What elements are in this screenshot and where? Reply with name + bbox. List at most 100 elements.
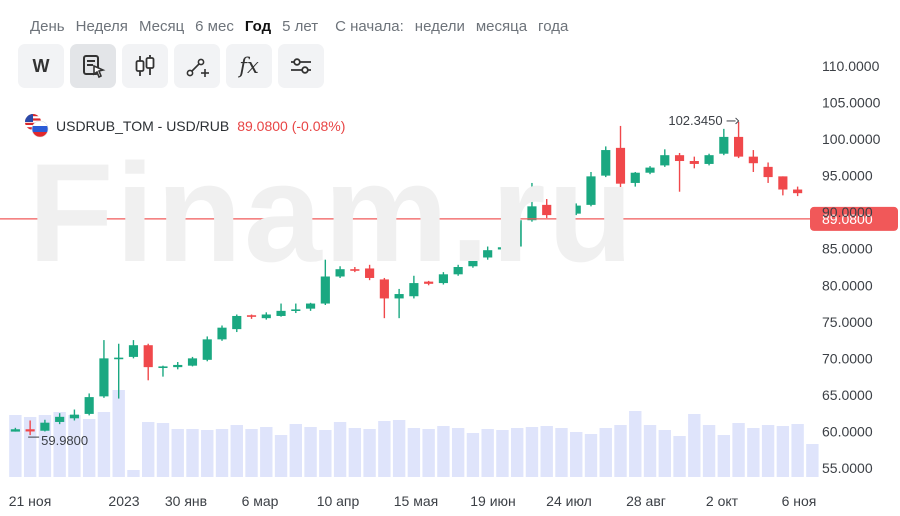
volume-bar (791, 424, 804, 477)
volume-bar (260, 427, 273, 477)
candle-body (453, 267, 463, 275)
candle (689, 156, 699, 169)
candles (10, 121, 803, 436)
candle (84, 393, 94, 416)
period-week[interactable]: Неделя (75, 18, 128, 35)
candle (246, 314, 257, 319)
volume-bar (156, 423, 170, 477)
volume-bar (629, 411, 642, 477)
w-toggle-button[interactable]: W (18, 44, 64, 88)
settings-button[interactable] (278, 44, 324, 88)
period-year[interactable]: Год (244, 18, 272, 35)
candle (438, 272, 448, 285)
volume-bar (363, 429, 376, 477)
period-month[interactable]: Месяц (138, 18, 185, 35)
candle (674, 152, 685, 192)
candle (409, 275, 419, 299)
volume-bar (407, 428, 421, 477)
candle-body (497, 247, 508, 250)
since-month[interactable]: месяца (475, 18, 528, 35)
candle-body (468, 257, 478, 267)
max-arrow-head (735, 117, 740, 125)
candle-body (512, 220, 522, 247)
candle-body (394, 294, 404, 299)
candle-body (630, 172, 640, 183)
x-tick-label: 28 авг (626, 493, 666, 509)
volume-bar (584, 434, 598, 477)
candle (453, 264, 463, 276)
volume-bar (481, 429, 494, 477)
x-tick-label: 2023 (108, 493, 139, 509)
candle (719, 128, 729, 156)
instrument-legend: USDRUB_TOM - USD/RUB 89.0800 (-0.08%) (24, 113, 345, 139)
y-tick-label: 55.0000 (822, 460, 873, 476)
candle-body (379, 279, 389, 299)
drawing-tool-button[interactable] (70, 44, 116, 88)
candle-body (409, 283, 419, 297)
y-axis: 110.0000 105.0000 100.0000 95.0000 90.0000 85… (822, 58, 881, 476)
x-tick-label: 21 ноя (9, 493, 52, 509)
period-day[interactable]: День (30, 18, 65, 35)
candle (25, 420, 35, 436)
candle-body (778, 176, 788, 190)
since-year[interactable]: года (538, 18, 569, 35)
candle (793, 186, 803, 197)
candle (468, 254, 478, 268)
y-tick-label: 95.0000 (822, 168, 873, 184)
candle (202, 336, 212, 362)
candle-body (128, 345, 139, 357)
function-icon: fx (239, 54, 259, 78)
candle (350, 267, 360, 273)
volume-bar (23, 417, 37, 477)
since-week[interactable]: недели (414, 18, 465, 35)
candle (114, 343, 124, 399)
candle (276, 303, 286, 317)
candle (394, 288, 404, 319)
volume-bar (673, 436, 686, 477)
candle-body (571, 205, 581, 214)
volume-bar (555, 428, 568, 477)
candle-body (217, 327, 227, 340)
volume-bar (422, 429, 435, 477)
candle-body (246, 315, 257, 317)
candle-body (69, 414, 79, 419)
candle (291, 303, 301, 314)
volume-bar (142, 422, 155, 477)
candle-body (719, 136, 729, 154)
candle (40, 419, 50, 432)
candle-body (527, 206, 537, 221)
volume-bar (127, 470, 140, 477)
ticker-label: USDRUB_TOM - USD/RUB (56, 118, 230, 134)
volume-bar (702, 425, 716, 477)
volume-bar (688, 414, 701, 477)
candle-body (84, 397, 94, 414)
volume-bar (171, 429, 184, 477)
period-5-years[interactable]: 5 лет (282, 18, 319, 35)
candle (630, 171, 640, 187)
volume-bar (319, 430, 332, 477)
candle (305, 302, 316, 311)
period-6-months[interactable]: 6 мес (195, 18, 234, 35)
volume-bars (9, 390, 819, 477)
chart-type-button[interactable] (122, 44, 168, 88)
candle (158, 365, 168, 377)
candle (556, 204, 567, 219)
candle (527, 182, 537, 222)
volume-bar (776, 426, 790, 477)
trend-line-button[interactable] (174, 44, 220, 88)
candle-body (10, 429, 20, 432)
volume-bar (732, 423, 745, 477)
candle-body (483, 250, 493, 258)
y-tick-label: 90.0000 (822, 204, 873, 220)
indicators-button[interactable]: fx (226, 44, 272, 88)
y-tick-label: 80.0000 (822, 277, 873, 293)
candle-body (763, 166, 773, 178)
candle-body (615, 147, 626, 184)
volume-bar (761, 425, 775, 477)
candle (571, 203, 581, 216)
volume-bar (53, 412, 66, 477)
volume-bar (230, 425, 243, 477)
candle-body (793, 189, 803, 194)
w-label: W (32, 55, 50, 76)
